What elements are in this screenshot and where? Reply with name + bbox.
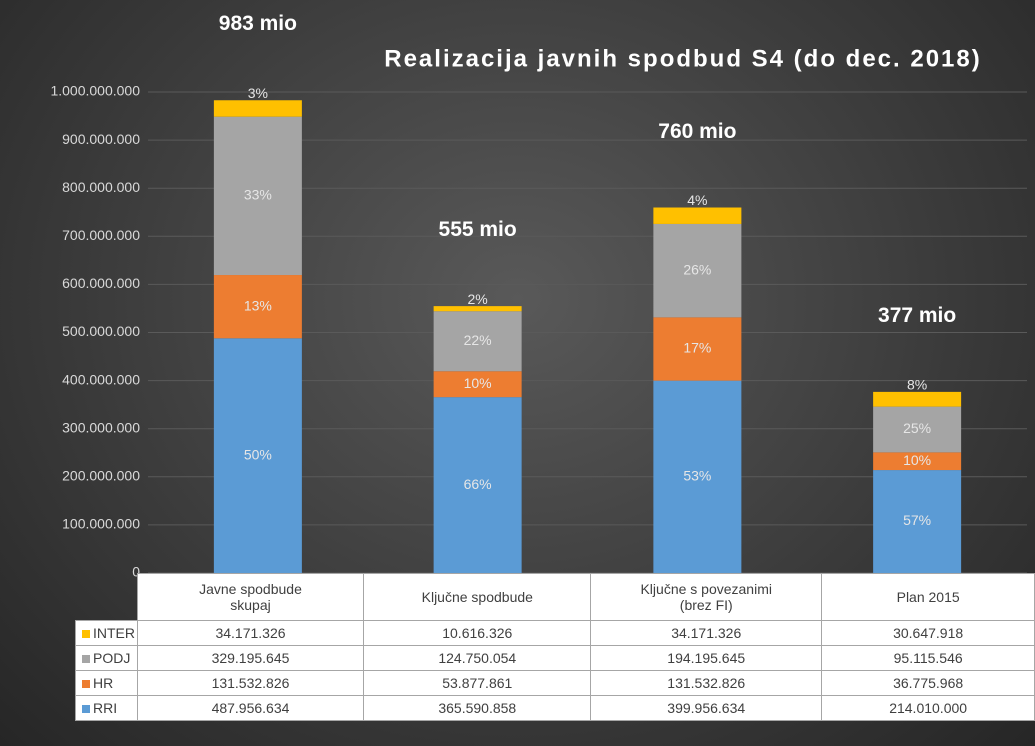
bar-segment <box>653 380 742 573</box>
percent-label: 10% <box>903 452 931 468</box>
table-row: PODJ 329.195.645 124.750.054 194.195.645 95.… <box>75 645 1035 671</box>
percent-label: 3% <box>248 85 268 101</box>
percent-label: 10% <box>464 375 492 391</box>
percent-label: 26% <box>683 261 711 277</box>
total-label: 555 mio <box>438 218 517 242</box>
bar-segment <box>433 311 522 372</box>
legend-cell: INTER <box>75 620 138 646</box>
table-value: 36.775.968 <box>821 670 1035 696</box>
table-value: 365.590.858 <box>363 695 592 721</box>
y-tick-label: 900.000.000 <box>62 131 140 147</box>
legend-cell: RRI <box>75 695 138 721</box>
table-value: 34.171.326 <box>136 620 365 646</box>
legend-label: INTER <box>93 625 135 641</box>
percent-label: 57% <box>903 512 931 528</box>
bar-segment <box>213 338 302 573</box>
table-value: 10.616.326 <box>363 620 592 646</box>
table-value: 124.750.054 <box>363 645 592 671</box>
y-tick-label: 400.000.000 <box>62 371 140 387</box>
table-row: RRI 487.956.634 365.590.858 399.956.634 214.… <box>75 695 1035 721</box>
bar-segment <box>433 306 522 312</box>
legend-swatch <box>82 680 90 688</box>
category-label: Ključne s povezanimi (brez FI) <box>590 573 823 621</box>
table-header: Javne spodbude skupaj Ključne spodbude Klj… <box>75 573 1035 621</box>
category-label: Javne spodbude skupaj <box>136 573 365 621</box>
percent-label: 50% <box>244 446 272 462</box>
bar-segment <box>873 391 962 407</box>
y-tick-label: 100.000.000 <box>62 516 140 532</box>
bar-segment <box>653 317 742 381</box>
table-value: 53.877.861 <box>363 670 592 696</box>
legend-swatch <box>82 630 90 638</box>
table-value: 30.647.918 <box>821 620 1035 646</box>
table-value: 131.532.826 <box>590 670 823 696</box>
table-value: 34.171.326 <box>590 620 823 646</box>
percent-label: 2% <box>468 291 488 307</box>
total-label: 983 mio <box>218 12 297 36</box>
percent-label: 25% <box>903 420 931 436</box>
bar-segment <box>873 470 962 573</box>
data-table: Javne spodbude skupaj Ključne spodbude Klj… <box>75 573 1035 721</box>
legend-cell: PODJ <box>75 645 138 671</box>
legend-cell: HR <box>75 670 138 696</box>
legend-swatch <box>82 655 90 663</box>
bar-segment <box>213 275 302 339</box>
legend-label: HR <box>93 675 114 691</box>
y-tick-label: 300.000.000 <box>62 419 140 435</box>
y-tick-label: 200.000.000 <box>62 468 140 484</box>
bar-segment <box>653 207 742 224</box>
table-row: HR 131.532.826 53.877.861 131.532.826 36.775… <box>75 670 1035 696</box>
bar-segment <box>213 100 302 117</box>
legend-swatch <box>82 705 90 713</box>
y-tick-label: 800.000.000 <box>62 179 140 195</box>
table-value: 194.195.645 <box>590 645 823 671</box>
y-tick-label: 500.000.000 <box>62 323 140 339</box>
percent-label: 66% <box>464 476 492 492</box>
legend-label: RRI <box>93 700 118 716</box>
y-tick-label: 600.000.000 <box>62 275 140 291</box>
total-label: 760 mio <box>658 119 737 143</box>
percent-label: 33% <box>244 187 272 203</box>
bar-segment <box>213 116 302 276</box>
table-row: INTER 34.171.326 10.616.326 34.171.326 30.64… <box>75 620 1035 646</box>
bar-segment <box>433 397 522 573</box>
percent-label: 22% <box>464 332 492 348</box>
y-tick-label: 700.000.000 <box>62 227 140 243</box>
table-value: 214.010.000 <box>821 695 1035 721</box>
table-value: 329.195.645 <box>136 645 365 671</box>
chart-title: Realizacija javnih spodbud S4 (do dec. 2… <box>384 45 981 72</box>
table-value: 131.532.826 <box>136 670 365 696</box>
percent-label: 53% <box>683 468 711 484</box>
bar-segment <box>873 452 962 471</box>
table-corner <box>75 573 138 621</box>
table-value: 399.956.634 <box>590 695 823 721</box>
table-value: 95.115.546 <box>821 645 1035 671</box>
percent-label: 4% <box>687 192 707 208</box>
bar-segment <box>433 371 522 398</box>
table-value: 487.956.634 <box>136 695 365 721</box>
bar-segment <box>873 406 962 453</box>
total-label: 377 mio <box>878 303 957 327</box>
percent-label: 8% <box>907 377 927 393</box>
bar-segment <box>653 223 742 318</box>
percent-label: 13% <box>244 297 272 313</box>
legend-label: PODJ <box>93 650 131 666</box>
category-label: Plan 2015 <box>821 573 1035 621</box>
y-tick-label: 0 <box>132 564 140 580</box>
category-label: Ključne spodbude <box>363 573 592 621</box>
percent-label: 17% <box>683 340 711 356</box>
y-tick-label: 1.000.000.000 <box>50 83 140 99</box>
